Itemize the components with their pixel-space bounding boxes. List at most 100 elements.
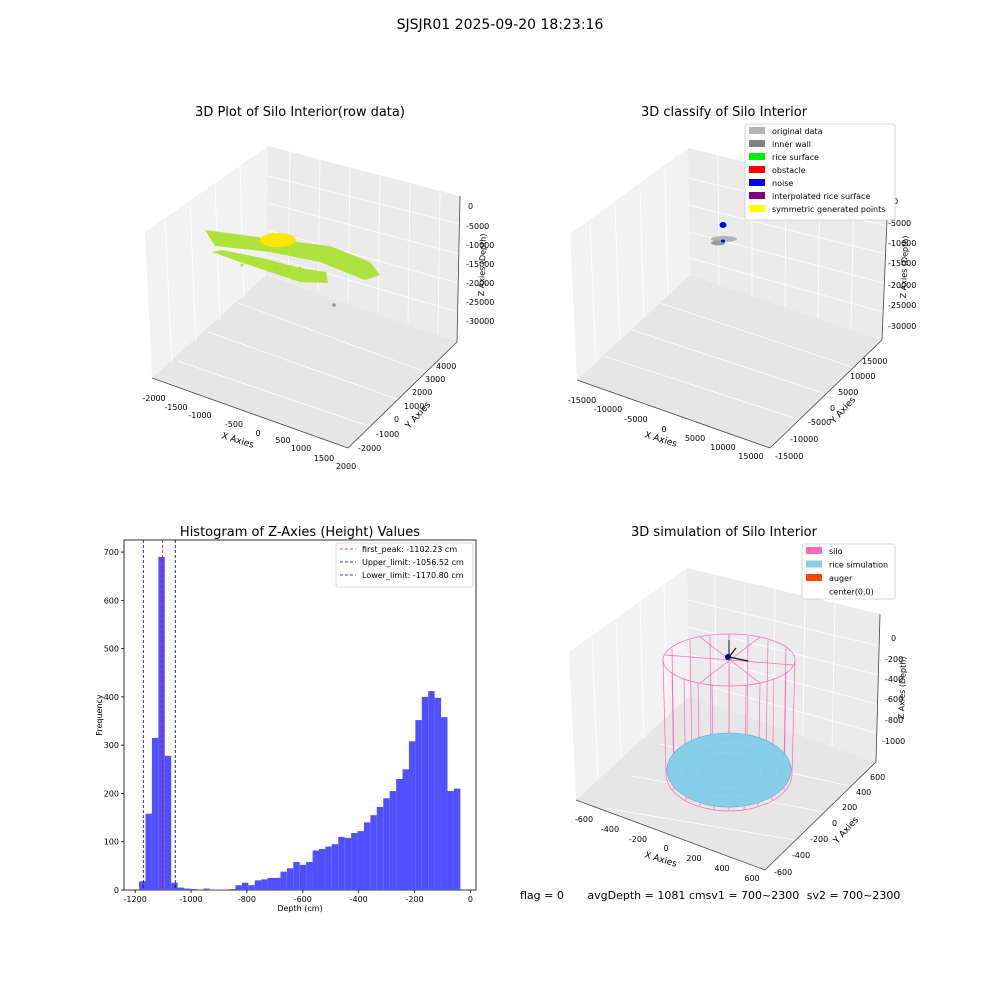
legend-label: rice simulation [829,561,888,570]
svg-text:-15000: -15000 [888,259,916,268]
svg-text:600: 600 [870,773,885,782]
histogram-bar [151,737,159,890]
classify-legend: original data inner wall rice surface obsta… [744,123,896,221]
histogram-x-tick-label: -1000 [179,895,202,904]
status-line: flag = 0 avgDepth = 1081 cmsv1 = 700~230… [520,889,900,902]
histogram-y-tick-label: 300 [104,741,119,750]
svg-text:0: 0 [832,819,837,828]
histogram-bar [383,798,390,890]
simulation-side-pane [569,568,689,800]
histogram-x-tick-label: -200 [405,895,423,904]
histogram-bar [331,844,339,890]
raw-floor-pane [152,275,457,448]
raw-panel-title: 3D Plot of Silo Interior(row data) [195,105,405,120]
simulation-back-pane [687,568,880,762]
legend-label: silo [829,547,843,556]
svg-text:400: 400 [714,864,729,873]
legend-swatch [806,560,822,568]
svg-text:-1000: -1000 [188,411,211,420]
svg-text:-1000: -1000 [376,430,399,439]
svg-text:0: 0 [830,404,835,413]
svg-text:-20000: -20000 [466,279,494,288]
classify-floor-pane [577,275,882,448]
histogram-bar [408,741,416,890]
svg-text:0: 0 [663,844,668,853]
histogram-bar [363,822,371,890]
svg-text:2000: 2000 [336,462,356,471]
histogram-bar [357,831,364,890]
histogram-legend-label: Upper_limit: -1056.52 cm [362,558,464,567]
histogram-y-tick-label: 400 [104,693,119,702]
histogram-bar [139,881,146,890]
svg-text:-15000: -15000 [466,260,494,269]
histogram-bar [441,717,448,890]
status-avg-depth: avgDepth = 1081 cmsv1 = 700~2300 [587,889,800,902]
svg-text:-800: -800 [885,716,903,725]
legend-label: obstacle [772,166,806,175]
legend-label: noise [772,179,793,188]
simulation-z-ticks: 0 -200 -400 -600 -800 -1000 [882,634,905,746]
legend-swatch [749,179,765,186]
raw-back-pane [266,146,460,342]
legend-label: interpolated rice surface [772,192,870,201]
histogram-bar [184,888,191,890]
classify-point-cloud [711,222,737,246]
legend-swatch [806,574,822,581]
legend-label: symmetric generated points [772,205,885,214]
svg-text:-600: -600 [575,815,593,824]
svg-text:-5000: -5000 [624,415,647,424]
svg-text:-25000: -25000 [466,298,494,307]
histogram-bar [396,778,403,890]
histogram-bar [376,806,384,890]
raw-side-pane [145,146,268,378]
svg-text:-25000: -25000 [888,301,916,310]
histogram-x-ticks: -1200 -1000 -800 -600 -400 -200 0 [124,890,473,904]
svg-text:-10000: -10000 [466,241,494,250]
histogram-bar [261,879,268,890]
svg-text:-15000: -15000 [775,452,803,461]
histogram-bar [325,846,332,890]
histogram-x-tick-label: -800 [238,895,256,904]
histogram-bar [164,755,172,890]
rice-simulation-surface [666,732,792,808]
histogram-bar [248,885,255,890]
histogram-bar [190,889,197,890]
classify-z-label: Z Axies (Depth) [899,235,910,298]
histogram-x-tick-label: -600 [294,895,312,904]
histogram-y-label: Frequency [95,694,104,736]
histogram-y-tick-label: 700 [104,548,119,557]
legend-label: auger [829,574,853,583]
svg-text:-1500: -1500 [164,403,187,412]
svg-text:-5000: -5000 [466,222,489,231]
status-sv2: sv2 = 700~2300 [806,889,901,902]
raw-x-ticks: -2000 -1500 -1000 -500 0 500 1000 1500 2… [142,394,356,471]
legend-label: center(0,0) [829,588,874,597]
histogram-bar [421,696,429,890]
histogram-bar [351,833,358,890]
raw-point-cloud [205,230,380,307]
histogram-y-tick-label: 500 [104,645,119,654]
svg-text:-10000: -10000 [790,435,818,444]
raw-z-ticks: 0 -5000 -10000 -15000 -20000 -25000 -300… [466,202,494,326]
svg-text:-400: -400 [885,675,903,684]
histogram-bars [139,556,461,890]
status-flag: flag = 0 [520,889,564,902]
raw-y-ticks: -2000 -1000 0 1000 2000 3000 4000 [358,362,456,453]
histogram-bar [306,862,313,890]
legend-swatch [749,127,765,134]
svg-text:-20000: -20000 [888,281,916,290]
histogram-bar [434,697,442,890]
histogram-bar [254,880,262,890]
svg-text:-200: -200 [885,655,903,664]
histogram-bar [177,887,185,890]
svg-text:-2000: -2000 [358,444,381,453]
legend-swatch [749,192,765,199]
histogram-title: Histogram of Z-Axies (Height) Values [180,525,420,540]
svg-text:0: 0 [255,429,260,438]
histogram-reference-lines [142,540,176,890]
histogram-bar [447,791,454,890]
svg-text:-1000: -1000 [882,737,905,746]
svg-text:-10000: -10000 [888,239,916,248]
